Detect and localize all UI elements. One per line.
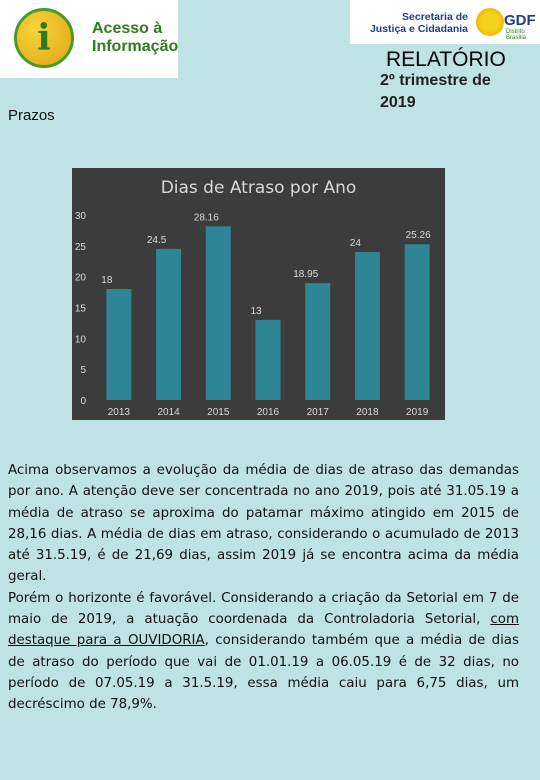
y-tick-label: 20 [75, 273, 87, 284]
logo-right-brand: GDF [504, 12, 536, 29]
x-tick-label: 2016 [257, 407, 280, 418]
paragraph-2: Porém o horizonte é favorável. Considera… [8, 590, 519, 713]
y-tick-label: 25 [75, 242, 87, 253]
data-label: 28.16 [194, 212, 219, 223]
data-label: 25.26 [406, 230, 431, 241]
info-icon: i [14, 8, 74, 68]
bar [205, 226, 231, 400]
bar [156, 248, 182, 400]
acesso-informacao-logo: i Acesso à Informação [0, 0, 178, 78]
ouvidoria-highlight: com destaque para a OUVIDORIA [8, 612, 519, 649]
bar [354, 252, 380, 400]
bar [404, 244, 430, 400]
x-tick-label: 2015 [207, 407, 230, 418]
bar [305, 283, 331, 400]
logo-left-line2: Informação [92, 38, 179, 55]
chart-title: Dias de Atraso por Ano [161, 178, 357, 198]
y-tick-label: 0 [80, 396, 86, 407]
data-label: 18.95 [293, 269, 318, 280]
y-tick-label: 30 [75, 211, 87, 222]
logo-right-tagline: Distrito Brasília [506, 29, 527, 41]
x-tick-label: 2013 [108, 407, 131, 418]
logo-left-line1: Acesso à [92, 20, 163, 37]
x-tick-label: 2017 [307, 407, 330, 418]
x-tick-label: 2014 [157, 407, 180, 418]
y-tick-label: 5 [80, 365, 86, 376]
paragraph-1: Acima observamos a evolução da média de … [8, 463, 519, 585]
x-tick-label: 2019 [406, 407, 429, 418]
body-text: Acima observamos a evolução da média de … [8, 460, 519, 716]
section-label: Prazos [8, 107, 55, 124]
data-label: 13 [250, 306, 262, 317]
data-label: 24 [350, 238, 362, 249]
sun-icon [476, 8, 504, 36]
gdf-secretaria-logo: Secretaria de Justiça e Cidadania GDF Di… [350, 0, 540, 44]
report-title: RELATÓRIO [386, 48, 506, 71]
y-tick-label: 15 [75, 304, 87, 315]
bar [255, 319, 281, 400]
bar-chart: Dias de Atraso por Ano 0 5 10 15 20 25 30 18 2013… [72, 168, 445, 420]
x-tick-label: 2018 [356, 407, 379, 418]
bar [106, 289, 132, 400]
report-subtitle: 2º trimestre de 2019 [380, 72, 491, 111]
data-label: 18 [101, 275, 113, 286]
y-tick-label: 10 [75, 334, 87, 345]
logo-right-text: Secretaria de Justiça e Cidadania [369, 11, 468, 35]
data-label: 24.5 [147, 235, 167, 246]
